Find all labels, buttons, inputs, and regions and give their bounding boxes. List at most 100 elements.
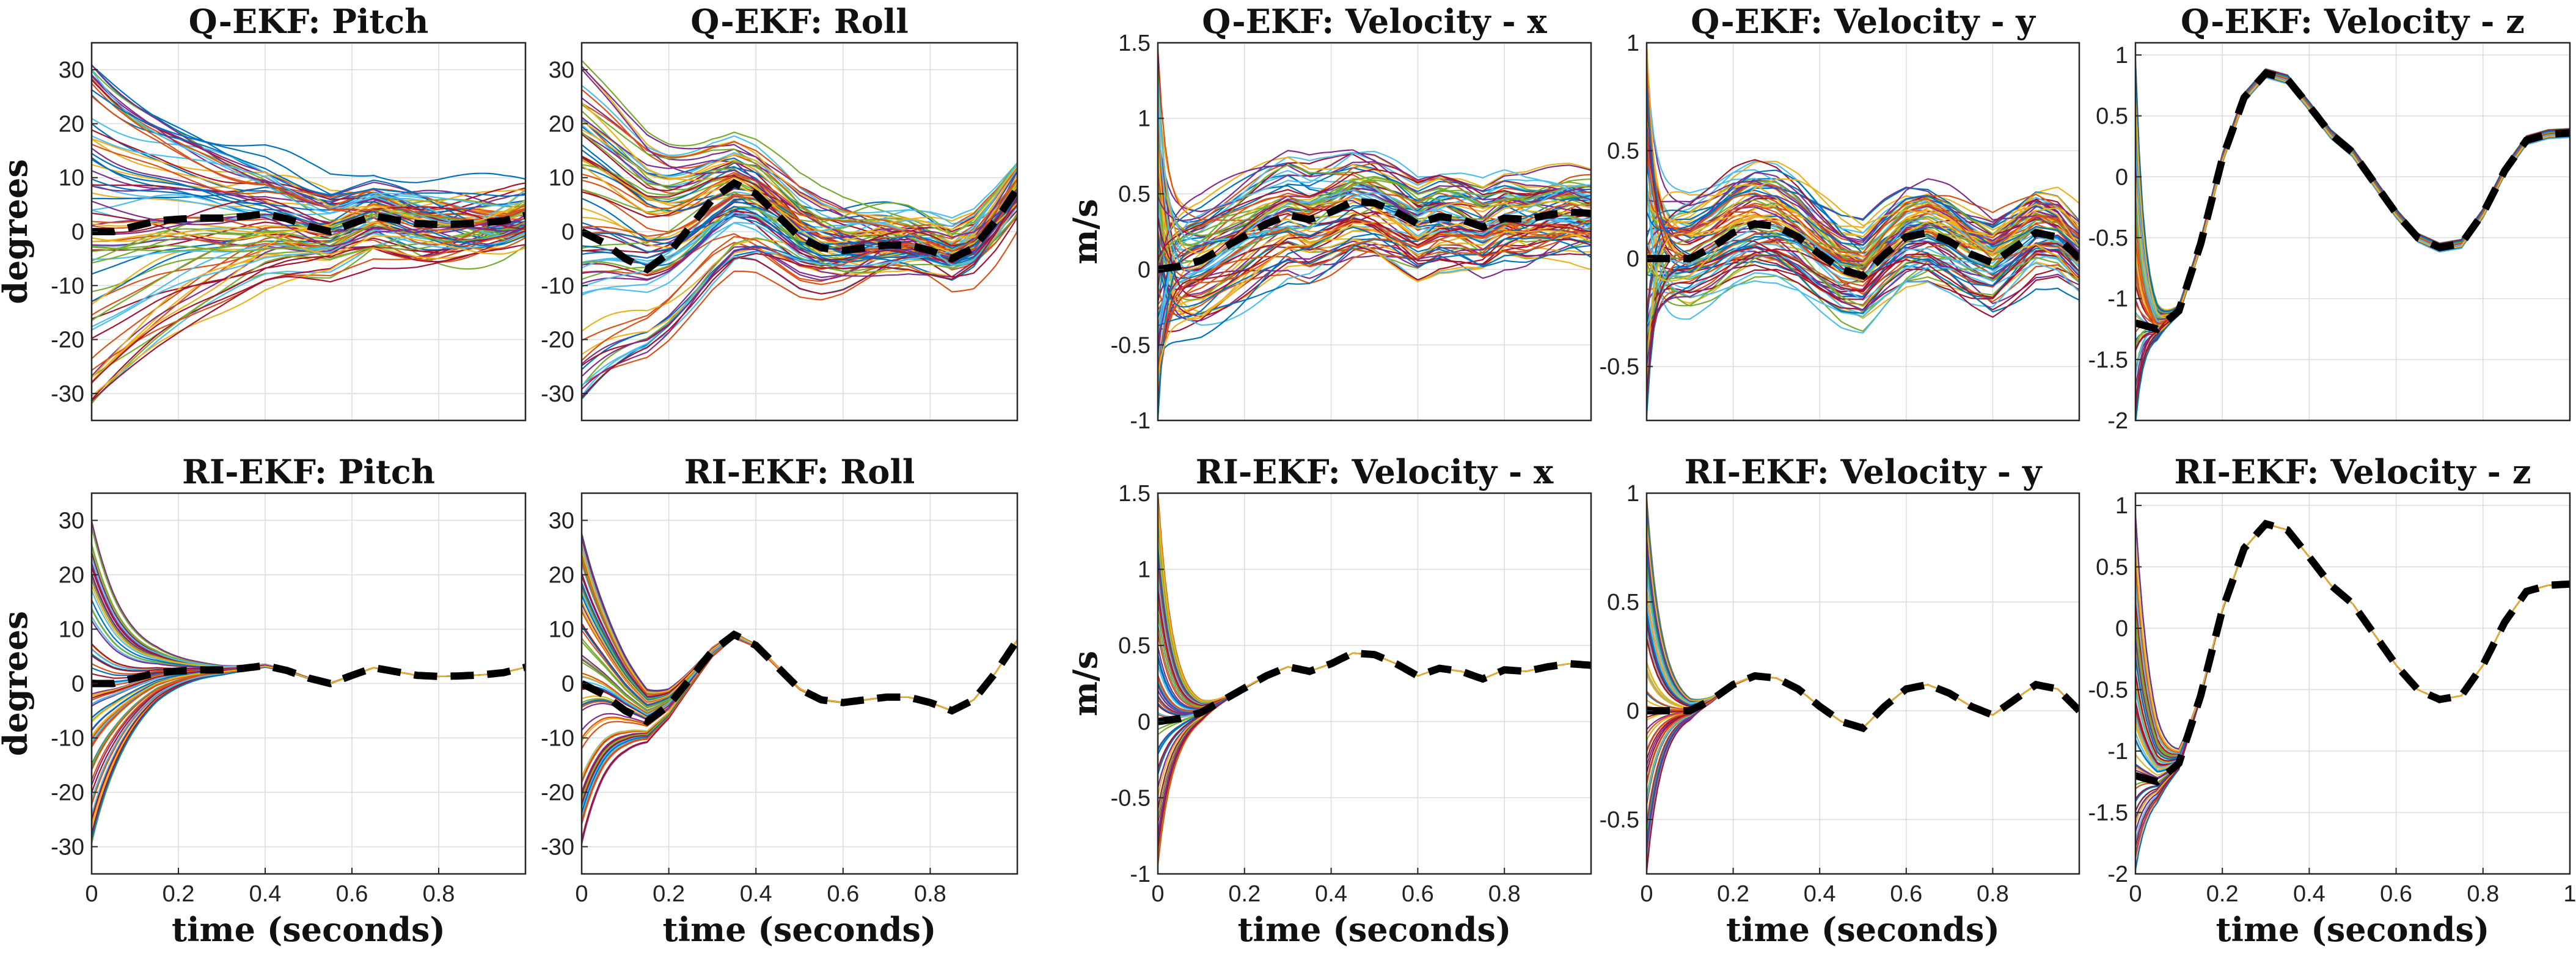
x-axis-label: time (seconds) bbox=[2216, 910, 2490, 949]
estimate-line bbox=[2135, 523, 2570, 832]
x-tick-label: 0.6 bbox=[336, 881, 368, 907]
estimate-line bbox=[1158, 652, 1591, 810]
estimate-line bbox=[1158, 595, 1591, 706]
y-tick-label: -10 bbox=[541, 273, 574, 299]
estimate-line bbox=[1158, 176, 1591, 265]
estimate-line bbox=[1647, 622, 2079, 729]
y-tick-label: -30 bbox=[541, 835, 574, 860]
estimate-line bbox=[1158, 567, 1591, 705]
estimate-line bbox=[2135, 523, 2570, 790]
x-tick-label: 0.2 bbox=[653, 881, 685, 907]
estimate-line bbox=[2135, 74, 2570, 323]
estimate-line bbox=[1647, 637, 2079, 729]
estimate-line bbox=[2135, 69, 2570, 321]
estimate-line bbox=[1158, 652, 1591, 716]
estimate-line bbox=[2135, 68, 2570, 312]
estimate-line bbox=[1158, 493, 1591, 702]
estimate-line bbox=[1158, 225, 1591, 376]
estimate-line bbox=[2135, 75, 2570, 318]
panel-rvz: -2 -1.5 -1 -0.5 0 0.5 1 0 0.2 0.4 0.6 0.8 1 RI-EKF: V… bbox=[2088, 452, 2576, 949]
x-tick-label: 0 bbox=[1151, 881, 1164, 907]
estimate-line bbox=[1647, 675, 2079, 872]
panel-title: RI-EKF: Roll bbox=[684, 452, 915, 491]
y-tick-label: 0 bbox=[562, 219, 574, 245]
estimate-line bbox=[2135, 61, 2570, 314]
estimate-line bbox=[2135, 69, 2570, 321]
estimate-line bbox=[2135, 68, 2570, 332]
estimate-line bbox=[92, 64, 525, 183]
estimate-line bbox=[1647, 617, 2079, 729]
estimate-line bbox=[2135, 523, 2570, 832]
estimate-line bbox=[1158, 149, 1591, 221]
estimate-line bbox=[2135, 70, 2570, 328]
estimate-line bbox=[2135, 72, 2570, 317]
estimate-line bbox=[2135, 523, 2570, 762]
estimate-line bbox=[1158, 626, 1591, 708]
estimate-line bbox=[1647, 675, 2079, 805]
y-tick-label: -1 bbox=[1130, 408, 1151, 434]
ensemble-lines bbox=[1647, 497, 2079, 872]
estimate-line bbox=[2135, 523, 2570, 758]
estimate-line bbox=[1158, 652, 1591, 835]
panel-title: Q-EKF: Velocity - x bbox=[1202, 2, 1547, 41]
x-tick-label: 0.4 bbox=[740, 881, 772, 907]
estimate-line bbox=[582, 180, 1017, 235]
estimate-line bbox=[92, 213, 525, 384]
estimate-line bbox=[2135, 523, 2570, 756]
estimate-line bbox=[1647, 628, 2079, 729]
y-tick-label: -1 bbox=[1130, 862, 1151, 887]
estimate-line bbox=[1158, 652, 1591, 788]
x-tick-label: 0.4 bbox=[249, 881, 282, 907]
panel-qvx: -1 -0.5 0 0.5 1 1.5 Q-EKF: Velocity - x m/s bbox=[1066, 2, 1592, 434]
estimate-line bbox=[92, 89, 525, 197]
estimate-line bbox=[1647, 145, 2079, 320]
estimate-line bbox=[2135, 523, 2570, 757]
estimate-line bbox=[2135, 76, 2570, 323]
y-tick-label: -10 bbox=[51, 273, 84, 299]
y-tick-label: 0 bbox=[2115, 164, 2128, 190]
estimate-line bbox=[1647, 499, 2079, 729]
estimate-line bbox=[1647, 575, 2079, 729]
estimate-line bbox=[1647, 675, 2079, 766]
y-tick-label: 0.5 bbox=[1607, 590, 1639, 615]
ground-truth-line bbox=[1158, 649, 1591, 725]
ensemble-lines bbox=[1158, 493, 1591, 865]
estimate-line bbox=[92, 158, 525, 246]
estimate-line bbox=[2135, 61, 2570, 318]
estimate-line bbox=[582, 215, 1017, 386]
estimate-line bbox=[1158, 519, 1591, 703]
estimate-line bbox=[1647, 497, 2079, 729]
estimate-line bbox=[582, 178, 1017, 252]
estimate-line bbox=[92, 178, 525, 222]
x-axis-label: time (seconds) bbox=[1726, 910, 2000, 949]
estimate-line bbox=[2135, 70, 2570, 317]
estimate-line bbox=[92, 666, 525, 801]
y-tick-label: -10 bbox=[51, 726, 84, 752]
estimate-line bbox=[582, 101, 1017, 243]
estimate-line bbox=[1158, 131, 1591, 320]
panel-rvy: -0.5 0 0.5 1 0 0.2 0.4 0.6 0.8 RI-EKF: Velocity -… bbox=[1600, 452, 2080, 949]
estimate-line bbox=[2135, 523, 2570, 753]
y-tick-label: 0.5 bbox=[1118, 633, 1151, 659]
estimate-line bbox=[1647, 639, 2079, 729]
estimate-line bbox=[1158, 522, 1591, 703]
grid bbox=[582, 493, 1017, 874]
y-tick-label: 1.5 bbox=[1118, 31, 1151, 56]
estimate-line bbox=[1158, 204, 1591, 290]
estimate-line bbox=[2135, 76, 2570, 323]
estimate-line bbox=[2135, 523, 2570, 766]
estimate-line bbox=[1158, 613, 1591, 708]
estimate-line bbox=[1158, 222, 1591, 396]
estimate-line bbox=[1158, 652, 1591, 797]
estimate-line bbox=[2135, 73, 2570, 320]
x-tick-label: 0 bbox=[2129, 881, 2142, 907]
estimate-line bbox=[2135, 70, 2570, 312]
x-tick-label: 0.2 bbox=[1717, 881, 1749, 907]
estimate-line bbox=[1158, 588, 1591, 706]
estimate-line bbox=[2135, 523, 2570, 841]
estimate-line bbox=[2135, 523, 2570, 786]
estimate-line bbox=[2135, 76, 2570, 331]
estimate-line bbox=[2135, 523, 2570, 771]
estimate-line bbox=[1647, 124, 2079, 270]
estimate-line bbox=[582, 200, 1017, 377]
